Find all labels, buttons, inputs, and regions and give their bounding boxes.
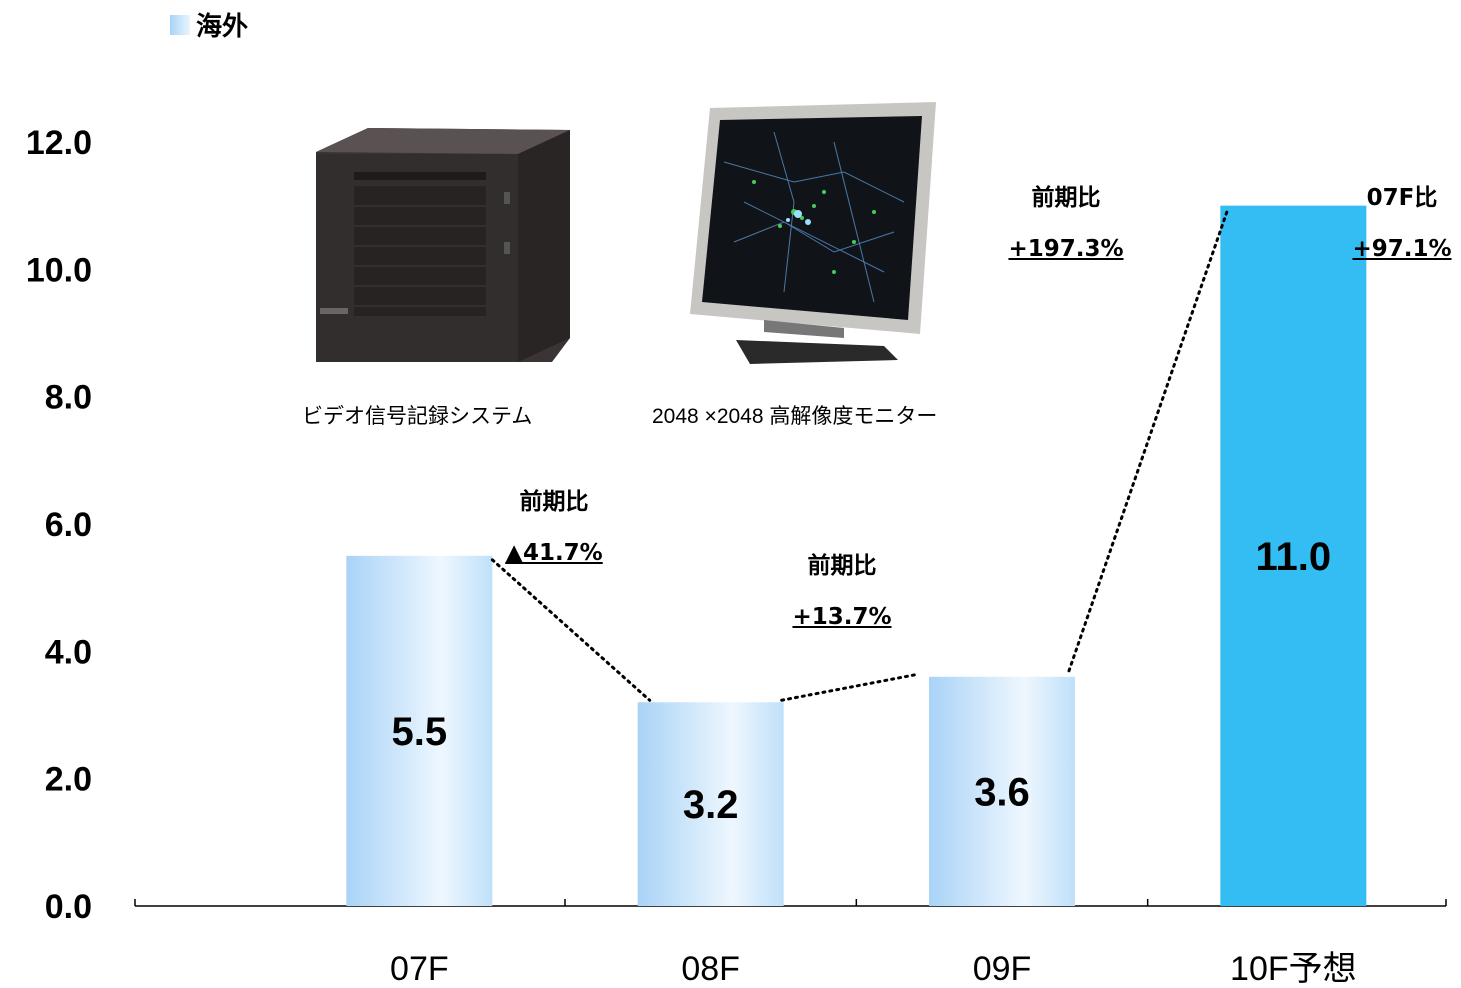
monitor-caption: 2048 ×2048 高解像度モニター bbox=[652, 405, 938, 428]
connector-07f-08f bbox=[490, 558, 652, 702]
annotation-value: ▲41.7% bbox=[505, 540, 603, 566]
video-recorder-caption: ビデオ信号記録システム bbox=[302, 405, 533, 428]
annotation-title: 前期比 bbox=[807, 553, 877, 579]
bar-08F bbox=[637, 702, 784, 906]
y-tick-label: 10.0 bbox=[26, 251, 92, 289]
y-tick-label: 12.0 bbox=[26, 124, 92, 162]
x-tick-label: 09F bbox=[973, 950, 1032, 988]
bar-value-label: 5.5 bbox=[392, 710, 448, 754]
annotation-value: +97.1% bbox=[1352, 236, 1452, 262]
y-tick-label: 6.0 bbox=[45, 506, 92, 544]
y-tick-label: 4.0 bbox=[45, 633, 92, 671]
annotation-title: 前期比 bbox=[1031, 185, 1101, 211]
x-tick-label: 07F bbox=[390, 950, 449, 988]
annotation-title: 前期比 bbox=[519, 489, 589, 515]
x-tick-label: 08F bbox=[681, 950, 740, 988]
y-tick-label: 0.0 bbox=[45, 888, 92, 926]
y-tick-label: 2.0 bbox=[45, 761, 92, 799]
bar-07F bbox=[346, 555, 493, 906]
y-tick-label: 8.0 bbox=[45, 379, 92, 417]
connector-09f-10f bbox=[1067, 206, 1230, 673]
annotation-value: +197.3% bbox=[1008, 236, 1124, 262]
bar-09F bbox=[929, 676, 1075, 906]
annotation-value: +13.7% bbox=[792, 604, 892, 630]
annotation-08f-vs-07f: 前期比 ▲41.7% bbox=[496, 482, 612, 566]
annotation-09f-vs-08f: 前期比 +13.7% bbox=[786, 546, 898, 630]
bar-value-label: 11.0 bbox=[1256, 535, 1332, 579]
annotation-title: 07F比 bbox=[1366, 185, 1438, 211]
connector-08f-09f bbox=[780, 672, 920, 702]
bar-10F予想 bbox=[1220, 205, 1367, 906]
x-tick-label: 10F予想 bbox=[1230, 950, 1357, 988]
video-recorder-photo bbox=[308, 116, 576, 372]
bar-value-label: 3.6 bbox=[974, 770, 1030, 814]
bar-value-label: 3.2 bbox=[683, 783, 739, 827]
annotation-10f-vs-09f: 前期比 +197.3% bbox=[1004, 178, 1128, 262]
monitor-photo bbox=[684, 102, 936, 370]
legend: 海外 bbox=[170, 6, 248, 43]
annotation-10f-vs-07f: 07F比 +97.1% bbox=[1346, 178, 1458, 262]
legend-swatch bbox=[170, 14, 190, 35]
legend-label: 海外 bbox=[196, 12, 249, 42]
